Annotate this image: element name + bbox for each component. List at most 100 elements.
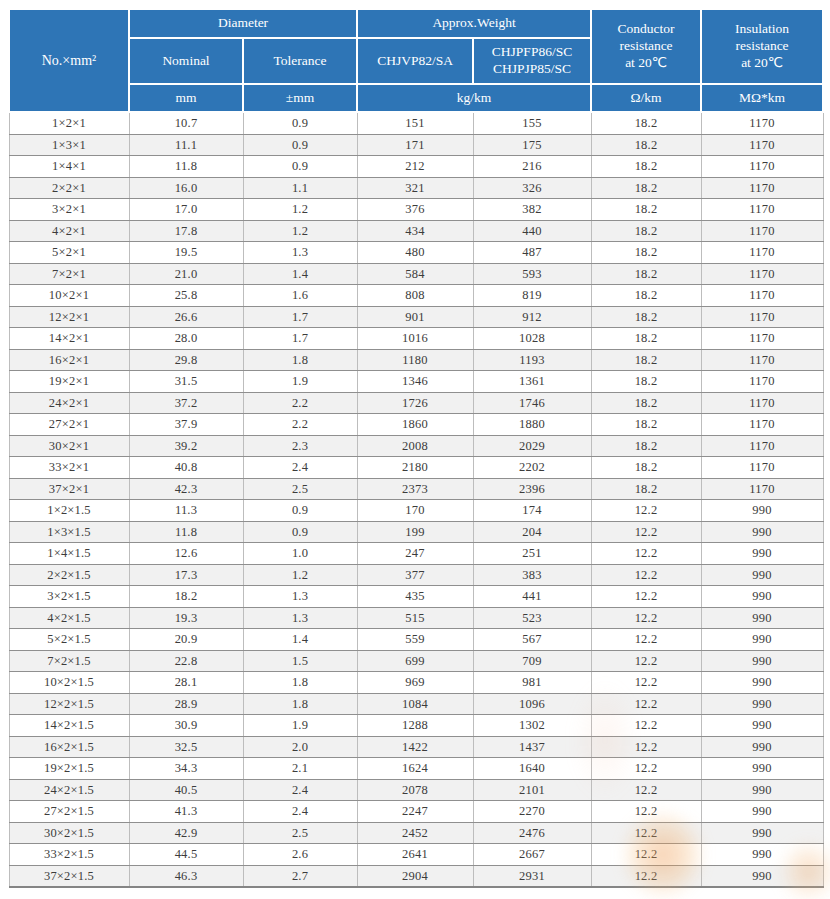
cell-insulation-resistance: 990 xyxy=(701,500,823,522)
cell-spec: 14×2×1 xyxy=(9,328,129,350)
table-row: 14×2×1.530.91.91288130212.2990 xyxy=(9,715,823,737)
cell-spec: 33×2×1.5 xyxy=(9,844,129,866)
cell-tolerance: 1.2 xyxy=(243,220,357,242)
cell-weight-chjpfp86-sc: 1437 xyxy=(473,736,591,758)
cell-weight-chjvp82-sa: 435 xyxy=(357,586,473,608)
table-row: 33×2×1.544.52.62641266712.2990 xyxy=(9,844,823,866)
cell-nominal-diameter: 20.9 xyxy=(129,629,243,651)
cell-weight-chjpfp86-sc: 204 xyxy=(473,521,591,543)
cell-spec: 12×2×1 xyxy=(9,306,129,328)
cell-weight-chjpfp86-sc: 487 xyxy=(473,242,591,264)
table-row: 24×2×137.22.21726174618.21170 xyxy=(9,392,823,414)
cell-spec: 7×2×1 xyxy=(9,263,129,285)
cell-nominal-diameter: 17.8 xyxy=(129,220,243,242)
cell-conductor-resistance: 12.2 xyxy=(591,758,701,780)
cell-insulation-resistance: 1170 xyxy=(701,478,823,500)
cell-insulation-resistance: 990 xyxy=(701,801,823,823)
cell-weight-chjvp82-sa: 1084 xyxy=(357,693,473,715)
cell-weight-chjvp82-sa: 170 xyxy=(357,500,473,522)
cell-spec: 24×2×1 xyxy=(9,392,129,414)
cell-spec: 3×2×1 xyxy=(9,199,129,221)
table-row: 37×2×1.546.32.72904293112.2990 xyxy=(9,865,823,887)
cell-weight-chjvp82-sa: 480 xyxy=(357,242,473,264)
cell-weight-chjvp82-sa: 2641 xyxy=(357,844,473,866)
cell-conductor-resistance: 18.2 xyxy=(591,478,701,500)
cell-spec: 1×4×1.5 xyxy=(9,543,129,565)
table-row: 12×2×126.61.790191218.21170 xyxy=(9,306,823,328)
cell-weight-chjpfp86-sc: 1361 xyxy=(473,371,591,393)
cell-weight-chjvp82-sa: 212 xyxy=(357,156,473,178)
cell-spec: 33×2×1 xyxy=(9,457,129,479)
cell-nominal-diameter: 19.3 xyxy=(129,607,243,629)
header-row-units: mm ±mm kg/km Ω/km MΩ*km xyxy=(9,84,823,112)
cell-spec: 4×2×1.5 xyxy=(9,607,129,629)
cell-weight-chjvp82-sa: 1860 xyxy=(357,414,473,436)
cell-tolerance: 1.5 xyxy=(243,650,357,672)
cell-spec: 7×2×1.5 xyxy=(9,650,129,672)
table-row: 5×2×1.520.91.455956712.2990 xyxy=(9,629,823,651)
cell-insulation-resistance: 1170 xyxy=(701,349,823,371)
cell-weight-chjpfp86-sc: 709 xyxy=(473,650,591,672)
cell-spec: 14×2×1.5 xyxy=(9,715,129,737)
cell-weight-chjvp82-sa: 1422 xyxy=(357,736,473,758)
table-row: 19×2×1.534.32.11624164012.2990 xyxy=(9,758,823,780)
cell-insulation-resistance: 990 xyxy=(701,564,823,586)
cell-nominal-diameter: 21.0 xyxy=(129,263,243,285)
cell-nominal-diameter: 28.0 xyxy=(129,328,243,350)
cable-spec-table: No.×mm² Diameter Approx.Weight Conductor… xyxy=(8,8,824,888)
cell-insulation-resistance: 990 xyxy=(701,736,823,758)
cell-weight-chjvp82-sa: 2373 xyxy=(357,478,473,500)
cell-weight-chjvp82-sa: 1346 xyxy=(357,371,473,393)
cell-spec: 16×2×1.5 xyxy=(9,736,129,758)
cell-insulation-resistance: 1170 xyxy=(701,263,823,285)
cell-weight-chjvp82-sa: 2904 xyxy=(357,865,473,887)
cell-nominal-diameter: 28.1 xyxy=(129,672,243,694)
cell-spec: 37×2×1 xyxy=(9,478,129,500)
cell-nominal-diameter: 18.2 xyxy=(129,586,243,608)
cell-weight-chjvp82-sa: 321 xyxy=(357,177,473,199)
cell-tolerance: 2.2 xyxy=(243,392,357,414)
cell-tolerance: 1.3 xyxy=(243,242,357,264)
cell-tolerance: 1.3 xyxy=(243,607,357,629)
cell-spec: 1×2×1.5 xyxy=(9,500,129,522)
cell-tolerance: 2.2 xyxy=(243,414,357,436)
cell-weight-chjpfp86-sc: 1096 xyxy=(473,693,591,715)
cell-weight-chjvp82-sa: 247 xyxy=(357,543,473,565)
cell-weight-chjpfp86-sc: 981 xyxy=(473,672,591,694)
page: No.×mm² Diameter Approx.Weight Conductor… xyxy=(0,0,830,899)
cell-conductor-resistance: 12.2 xyxy=(591,607,701,629)
table-row: 1×4×111.80.921221618.21170 xyxy=(9,156,823,178)
table-row: 2×2×116.01.132132618.21170 xyxy=(9,177,823,199)
cell-weight-chjvp82-sa: 559 xyxy=(357,629,473,651)
cell-spec: 1×4×1 xyxy=(9,156,129,178)
cell-conductor-resistance: 18.2 xyxy=(591,435,701,457)
cell-tolerance: 2.0 xyxy=(243,736,357,758)
cell-conductor-resistance: 12.2 xyxy=(591,521,701,543)
cell-conductor-resistance: 12.2 xyxy=(591,629,701,651)
unit-mohm-km: MΩ*km xyxy=(701,84,823,112)
cell-conductor-resistance: 18.2 xyxy=(591,112,701,134)
cell-weight-chjvp82-sa: 434 xyxy=(357,220,473,242)
cell-weight-chjvp82-sa: 699 xyxy=(357,650,473,672)
cell-spec: 19×2×1 xyxy=(9,371,129,393)
cell-tolerance: 1.2 xyxy=(243,199,357,221)
unit-kg-km: kg/km xyxy=(357,84,591,112)
cell-nominal-diameter: 11.8 xyxy=(129,156,243,178)
table-header: No.×mm² Diameter Approx.Weight Conductor… xyxy=(9,9,823,112)
cell-spec: 1×2×1 xyxy=(9,112,129,134)
cell-tolerance: 2.3 xyxy=(243,435,357,457)
header-approx-weight-group: Approx.Weight xyxy=(357,9,591,38)
cell-weight-chjpfp86-sc: 2476 xyxy=(473,822,591,844)
cell-insulation-resistance: 1170 xyxy=(701,306,823,328)
cell-conductor-resistance: 12.2 xyxy=(591,822,701,844)
cell-weight-chjvp82-sa: 171 xyxy=(357,134,473,156)
cell-nominal-diameter: 11.1 xyxy=(129,134,243,156)
table-row: 10×2×1.528.11.896998112.2990 xyxy=(9,672,823,694)
table-row: 24×2×1.540.52.42078210112.2990 xyxy=(9,779,823,801)
cell-insulation-resistance: 1170 xyxy=(701,242,823,264)
cell-conductor-resistance: 18.2 xyxy=(591,457,701,479)
table-row: 3×2×117.01.237638218.21170 xyxy=(9,199,823,221)
cell-insulation-resistance: 1170 xyxy=(701,435,823,457)
cell-nominal-diameter: 40.8 xyxy=(129,457,243,479)
cell-tolerance: 2.6 xyxy=(243,844,357,866)
